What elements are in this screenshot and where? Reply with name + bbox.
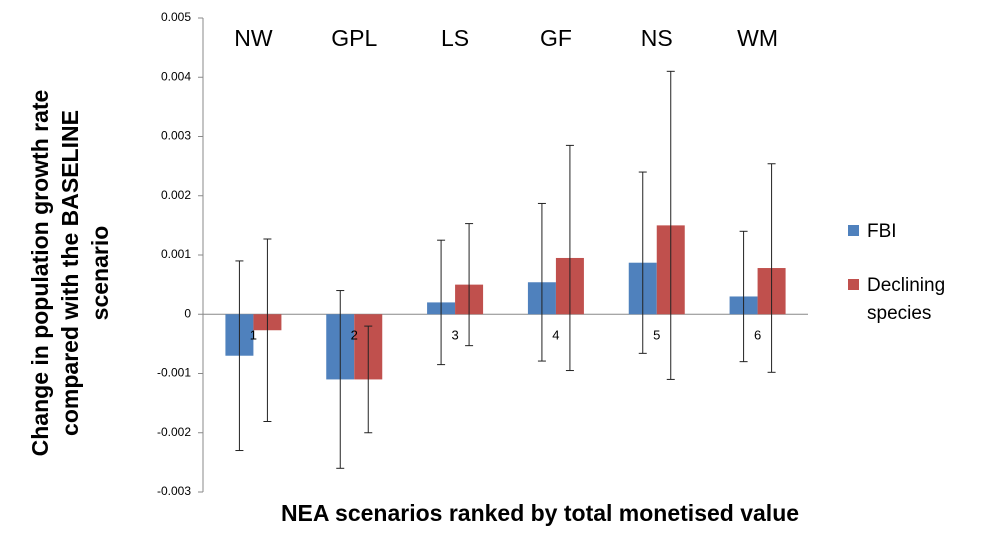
y-tick-label: -0.002	[157, 425, 191, 439]
y-tick-label: 0.005	[161, 10, 191, 24]
x-tick-label: 1	[250, 328, 257, 343]
legend-swatch	[848, 279, 859, 290]
y-tick-label: -0.001	[157, 366, 191, 380]
y-tick-label: 0	[184, 306, 191, 320]
x-tick-label: 2	[351, 328, 358, 343]
legend-label: FBI	[867, 221, 897, 242]
legend-label: Declining species	[867, 275, 946, 324]
y-tick-label: 0.004	[161, 69, 191, 83]
annotation: NS	[641, 25, 673, 51]
y-tick-label: 0.003	[161, 129, 191, 143]
y-tick-label: -0.003	[157, 484, 191, 498]
annotation: NW	[234, 25, 273, 51]
annotation: LS	[441, 25, 469, 51]
y-tick-label: 0.002	[161, 188, 191, 202]
y-axis-label: Change in population growth rate compare…	[27, 89, 113, 457]
legend-swatch	[848, 225, 859, 236]
x-axis-label: NEA scenarios ranked by total monetised …	[280, 500, 800, 526]
legend-item: Declining species	[848, 272, 988, 328]
annotation: WM	[737, 25, 778, 51]
legend: FBI Declining species	[848, 218, 988, 354]
y-tick-label: 0.001	[161, 247, 191, 261]
x-tick-label: 5	[653, 328, 660, 343]
annotation: GF	[540, 25, 572, 51]
legend-item: FBI	[848, 218, 988, 246]
x-tick-label: 6	[754, 328, 761, 343]
x-tick-label: 4	[552, 328, 559, 343]
annotation: GPL	[331, 25, 377, 51]
x-tick-label: 3	[451, 328, 458, 343]
